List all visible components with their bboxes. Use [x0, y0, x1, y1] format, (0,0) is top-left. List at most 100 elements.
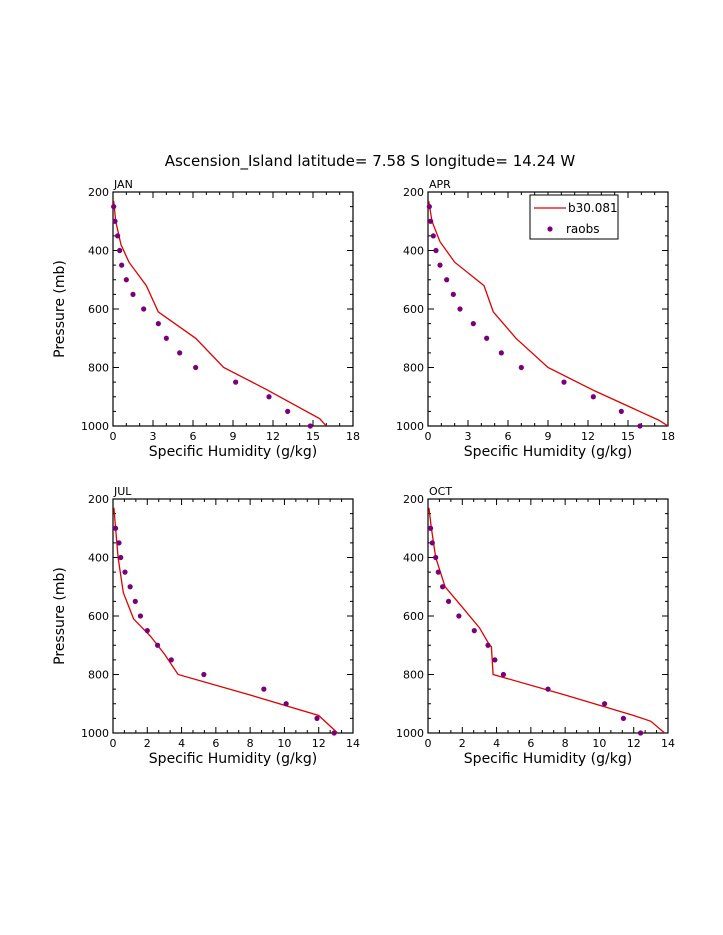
x-tick-label: 6 — [527, 737, 534, 750]
x-tick-label: 14 — [346, 737, 360, 750]
raobs-point — [444, 277, 450, 283]
raobs-point — [144, 628, 150, 634]
x-tick-label: 6 — [190, 430, 197, 443]
raobs-point — [127, 584, 133, 590]
raobs-point — [266, 394, 272, 400]
raobs-point — [485, 642, 491, 648]
raobs-point — [177, 350, 183, 356]
y-tick-label: 200 — [88, 186, 109, 199]
raobs-point — [430, 233, 436, 239]
x-axis-label: Specific Humidity (g/kg) — [149, 751, 317, 767]
raobs-point — [433, 247, 439, 254]
raobs-point — [155, 321, 161, 327]
y-tick-label: 600 — [403, 303, 424, 316]
panel-label: JUL — [113, 485, 132, 498]
x-tick-label: 12 — [627, 737, 641, 750]
raobs-point — [141, 306, 147, 312]
raobs-point — [456, 613, 462, 619]
raobs-point — [111, 204, 117, 210]
raobs-point — [500, 671, 507, 678]
raobs-point — [314, 715, 320, 721]
raobs-point — [233, 379, 239, 385]
raobs-point — [283, 701, 289, 707]
raobs-point — [163, 335, 169, 341]
x-axis-label: Specific Humidity (g/kg) — [149, 444, 317, 460]
raobs-point — [435, 569, 441, 575]
raobs-point — [117, 247, 123, 254]
x-tick-label: 12 — [312, 737, 326, 750]
plot-frame — [112, 191, 354, 427]
legend: b30.081 raobs — [529, 194, 619, 240]
legend-dot-swatch — [547, 226, 553, 232]
y-tick-label: 1000 — [81, 420, 109, 433]
y-tick-label: 200 — [403, 493, 424, 506]
y-tick-label: 600 — [403, 610, 424, 623]
raobs-point — [119, 262, 125, 268]
series-line-b30-081 — [428, 507, 666, 734]
raobs-point — [545, 686, 551, 692]
y-tick-label: 600 — [88, 303, 109, 316]
y-tick-label: 1000 — [396, 727, 424, 740]
raobs-point — [331, 730, 337, 736]
raobs-point — [590, 394, 596, 400]
series-line-b30-081 — [113, 200, 327, 427]
x-axis-label: Specific Humidity (g/kg) — [464, 751, 632, 767]
x-tick-label: 15 — [621, 430, 635, 443]
raobs-point — [439, 584, 446, 590]
raobs-point — [137, 613, 144, 619]
raobs-point — [484, 335, 490, 341]
y-axis-label: Pressure (mb) — [52, 260, 68, 358]
raobs-point — [122, 569, 128, 575]
raobs-point — [498, 350, 504, 356]
y-tick-label: 400 — [88, 245, 109, 258]
x-tick-label: 14 — [661, 737, 675, 750]
y-tick-label: 200 — [403, 186, 424, 199]
raobs-point — [201, 671, 207, 678]
y-tick-label: 400 — [88, 552, 109, 565]
raobs-point — [426, 204, 432, 210]
x-tick-label: 15 — [306, 430, 320, 443]
raobs-point — [470, 321, 476, 327]
y-tick-label: 400 — [403, 552, 424, 565]
x-axis-label: Specific Humidity (g/kg) — [464, 444, 632, 460]
x-tick-label: 12 — [581, 430, 595, 443]
x-tick-label: 2 — [144, 737, 151, 750]
raobs-point — [154, 642, 161, 648]
raobs-point — [601, 701, 608, 707]
raobs-point — [561, 379, 567, 385]
raobs-point — [618, 408, 624, 414]
panel-oct: OCT 0 2 4 6 8 10 12 14 200 400 600 800 1000 Specific H… — [396, 485, 675, 767]
x-tick-label: 3 — [150, 430, 157, 443]
raobs-point — [116, 540, 122, 546]
raobs-point — [428, 218, 434, 224]
raobs-point — [471, 628, 477, 634]
raobs-point — [433, 554, 439, 561]
y-tick-label: 800 — [403, 669, 424, 682]
x-tick-label: 18 — [346, 430, 360, 443]
raobs-point — [118, 554, 124, 561]
raobs-point — [445, 598, 452, 604]
panel-apr: APR 0 3 6 9 12 15 18 200 400 600 800 1000 Specific Hu… — [396, 178, 675, 460]
y-axis-label: Pressure (mb) — [52, 567, 68, 665]
x-tick-label: 6 — [212, 737, 219, 750]
raobs-point — [620, 715, 627, 721]
raobs-point — [130, 291, 136, 297]
x-tick-label: 8 — [562, 737, 569, 750]
raobs-point — [115, 233, 121, 239]
y-tick-label: 800 — [403, 362, 424, 375]
y-tick-label: 800 — [88, 669, 109, 682]
series-line-b30-081 — [113, 507, 339, 734]
raobs-point — [637, 423, 643, 429]
x-tick-label: 9 — [545, 430, 552, 443]
plot-frame — [112, 498, 354, 734]
x-tick-label: 10 — [277, 737, 291, 750]
x-tick-label: 3 — [465, 430, 472, 443]
x-tick-label: 0 — [110, 737, 117, 750]
raobs-point — [193, 364, 199, 371]
x-tick-label: 0 — [425, 430, 432, 443]
x-tick-label: 9 — [230, 430, 237, 443]
panel-jan: JAN 0 3 6 9 12 15 18 200 400 600 800 1000 Specific Hu… — [52, 178, 360, 460]
x-tick-label: 18 — [661, 430, 675, 443]
raobs-point — [123, 277, 129, 283]
